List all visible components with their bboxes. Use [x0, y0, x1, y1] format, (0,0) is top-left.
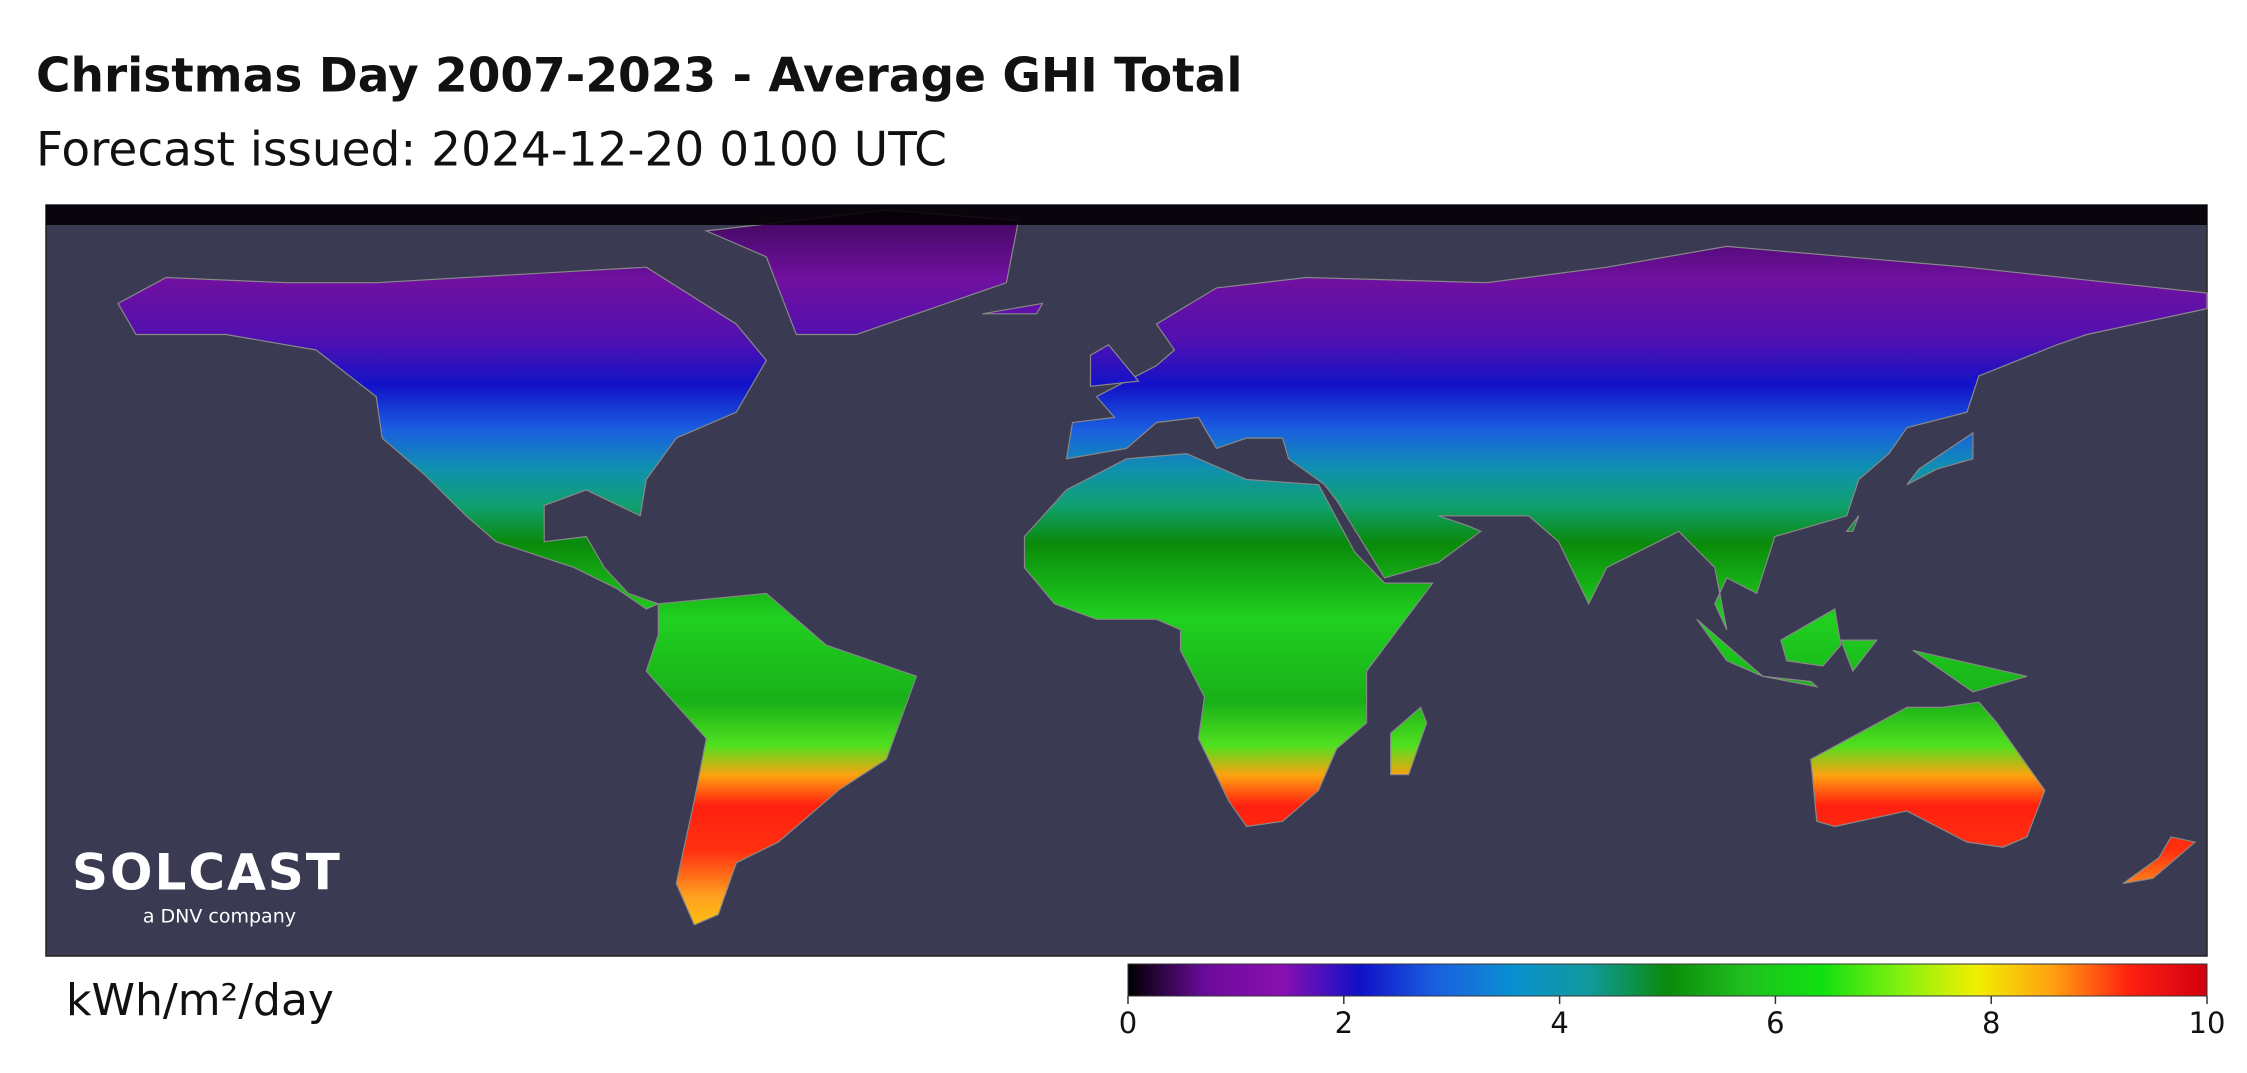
colorbar-tick-label: 6 — [1766, 1006, 1784, 1040]
colorbar-tick-label: 4 — [1550, 1006, 1568, 1040]
logo-tagline: a DNV company — [143, 906, 296, 928]
landmass — [1839, 639, 1879, 673]
colorbar-tick-label: 8 — [1982, 1006, 2000, 1040]
landmass — [117, 266, 768, 610]
polar-night — [46, 205, 2207, 225]
landmass — [645, 592, 918, 926]
landmass — [1065, 245, 2208, 630]
landmass — [1906, 431, 1974, 486]
colorbar-tick-label: 10 — [2189, 1006, 2226, 1040]
title: Christmas Day 2007-2023 - Average GHI To… — [36, 49, 1243, 104]
landmass — [1696, 618, 1764, 677]
landmass — [1023, 452, 1434, 828]
landmass — [1810, 701, 2046, 848]
landmass — [1845, 515, 1860, 532]
colorbar-tick-label: 0 — [1119, 1006, 1137, 1040]
landmass — [2122, 836, 2197, 885]
colorbar-label: kWh/m²/day — [66, 975, 334, 1026]
landmass — [1390, 706, 1428, 776]
landmass — [982, 302, 1044, 315]
subtitle: Forecast issued: 2024-12-20 0100 UTC — [36, 123, 947, 178]
colorbar — [1127, 963, 2208, 997]
landmass — [1089, 344, 1140, 387]
landmass — [1780, 608, 1842, 667]
land — [117, 209, 2208, 926]
colorbar-ticks: 0 2 4 6 8 10 — [1119, 996, 2226, 1040]
logo: SOLCAST a DNV company — [72, 844, 342, 928]
landmass — [1912, 649, 2028, 693]
logo-name: SOLCAST — [72, 844, 342, 902]
colorbar-tick-label: 2 — [1335, 1006, 1353, 1040]
landmass — [1762, 675, 1819, 688]
